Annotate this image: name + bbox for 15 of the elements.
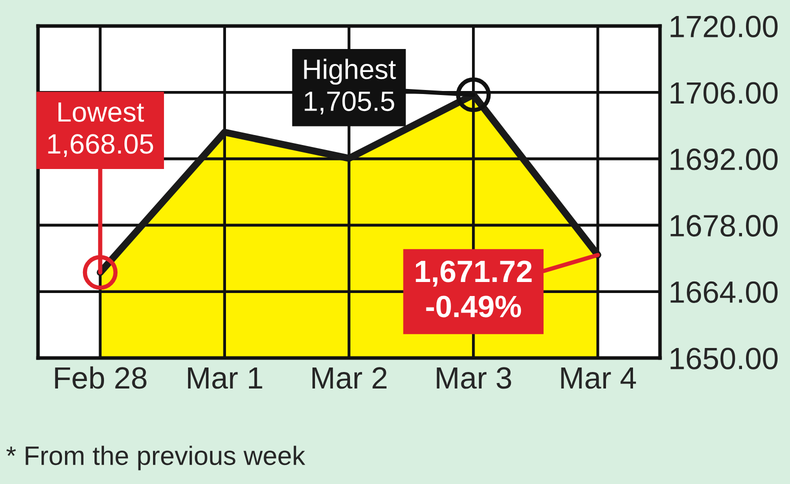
x-tick-label: Mar 2	[312, 367, 387, 389]
y-tick-label: 1678.00	[670, 214, 778, 237]
y-tick-label: 1692.00	[670, 148, 778, 170]
y-tick-label: 1720.00	[670, 16, 778, 38]
text: * From the previous week	[6, 446, 306, 470]
annotation: Lowest 1,668.05	[48, 102, 154, 158]
y-tick-label: 1650.00	[670, 348, 778, 370]
x-tick-label: Feb 28	[55, 366, 146, 389]
x-tick-label: Mar 4	[561, 367, 636, 389]
annotation: Highest 1,705.5	[304, 58, 396, 114]
y-tick-label: 1664.00	[670, 281, 778, 303]
y-tick-label: 1706.00	[670, 82, 778, 104]
x-tick-label: Mar 1	[188, 367, 262, 389]
annotation: 1,671.72 -0.49%	[416, 260, 532, 318]
x-tick-label: Mar 3	[436, 367, 512, 389]
